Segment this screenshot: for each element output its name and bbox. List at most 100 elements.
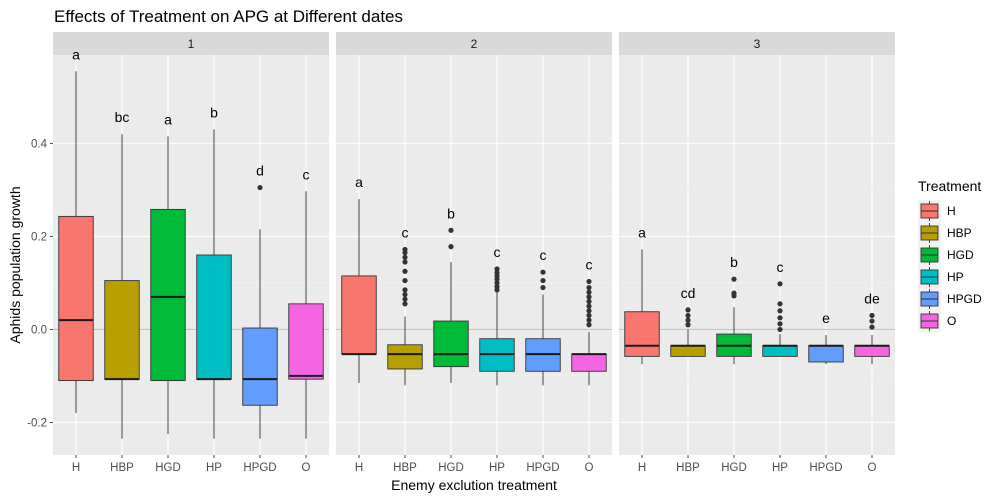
box-body (242, 327, 278, 406)
box-hbp: c (387, 224, 423, 386)
x-tick-label: H (72, 462, 80, 474)
box-body (670, 345, 706, 357)
box-body (624, 311, 660, 357)
x-tick-label: HP (772, 462, 788, 474)
box-hp: c (479, 244, 515, 386)
significance-label: cd (681, 285, 696, 301)
y-axis: -0.2 0.0 0.2 0.4 (27, 138, 53, 429)
box-h: a (58, 46, 94, 414)
legend: Treatment H HBP HGD HP HPGD O (918, 178, 982, 332)
outlier-point (777, 326, 783, 333)
y-axis-title: Aphids population growth (7, 186, 23, 343)
box-body (762, 345, 798, 357)
outlier-point (402, 301, 408, 307)
significance-label: a (638, 224, 646, 240)
x-tick-label: H (638, 462, 646, 474)
outlier-point (777, 281, 783, 287)
outlier-point (869, 318, 875, 324)
outlier-point (777, 321, 783, 327)
significance-label: d (256, 163, 264, 179)
facet-panel-2: 2 a c b c c c H HBP HGD HP HPGD O (336, 32, 612, 474)
legend-label: O (947, 314, 956, 328)
box-body (341, 275, 377, 355)
x-tick-label: HP (206, 462, 222, 474)
box-body (58, 215, 94, 382)
box-hpgd: d (242, 163, 278, 439)
significance-label: bc (115, 109, 130, 125)
legend-item-h: H (918, 200, 956, 222)
outlier-point (586, 289, 592, 295)
outlier-point (540, 277, 546, 284)
outlier-point (586, 308, 592, 314)
box-body (571, 353, 607, 372)
x-tick-label: HPGD (809, 462, 842, 474)
outlier-point (869, 312, 875, 319)
outlier-point (586, 298, 592, 305)
outlier-point (685, 307, 691, 313)
outlier-point (586, 317, 592, 323)
x-tick-label: HPGD (243, 462, 276, 474)
x-tick-label: HGD (721, 462, 747, 474)
outlier-point (777, 315, 783, 321)
outlier-point (402, 291, 408, 298)
outlier-point (586, 322, 592, 328)
significance-label: c (777, 259, 784, 275)
outlier-point (494, 280, 500, 286)
y-tick-label: 0.0 (31, 324, 47, 336)
significance-label: de (864, 290, 880, 306)
significance-label: a (164, 111, 172, 127)
outlier-point (685, 312, 691, 319)
outlier-point (402, 254, 408, 260)
outlier-point (494, 266, 500, 272)
box-body (150, 208, 186, 382)
strip-label: 2 (471, 37, 478, 51)
outlier-point (402, 246, 408, 253)
y-tick-label: 0.4 (31, 138, 48, 150)
box-hgd: a (150, 111, 186, 435)
outlier-point (402, 268, 408, 274)
x-tick-label: HP (489, 462, 505, 474)
box-hpgd: e (808, 310, 844, 365)
legend-label: HP (947, 270, 964, 284)
significance-label: c (494, 244, 501, 260)
outlier-point (777, 308, 783, 314)
outlier-point (869, 324, 875, 330)
outlier-point (586, 294, 592, 300)
strip-label: 1 (188, 37, 195, 51)
outlier-point (586, 278, 592, 285)
outlier-point (586, 284, 592, 291)
x-tick-label: HGD (155, 462, 181, 474)
legend-item-hp: HP (918, 266, 964, 288)
outlier-point (402, 287, 408, 293)
significance-label: a (355, 174, 363, 190)
box-hgd: b (433, 205, 469, 383)
outlier-point (731, 276, 737, 282)
y-tick-label: -0.2 (27, 417, 47, 429)
facet-panel-3: 3 a cd b c e de H HBP HGD HP HPGD O (619, 32, 895, 474)
outlier-point (257, 184, 263, 191)
box-hp: c (762, 259, 798, 357)
box-body (104, 280, 140, 380)
panel-background (619, 55, 895, 455)
x-tick-label: O (585, 462, 594, 474)
box-body (433, 320, 469, 368)
outlier-point (586, 303, 592, 309)
box-body (196, 254, 232, 380)
box-hgd: b (716, 254, 752, 365)
significance-label: e (822, 310, 830, 326)
box-hp: b (196, 104, 232, 439)
significance-label: a (72, 46, 80, 62)
x-tick-label: HGD (438, 462, 464, 474)
strip-background (336, 32, 612, 55)
x-axis-title: Enemy exclution treatment (391, 477, 557, 493)
x-tick-label: O (868, 462, 877, 474)
box-h: a (341, 174, 377, 383)
legend-title: Treatment (918, 178, 981, 194)
outlier-point (540, 284, 546, 291)
y-tick-label: 0.2 (31, 231, 47, 243)
outlier-point (448, 227, 454, 233)
chart-title: Effects of Treatment on APG at Different… (54, 7, 403, 26)
outlier-point (494, 284, 500, 290)
